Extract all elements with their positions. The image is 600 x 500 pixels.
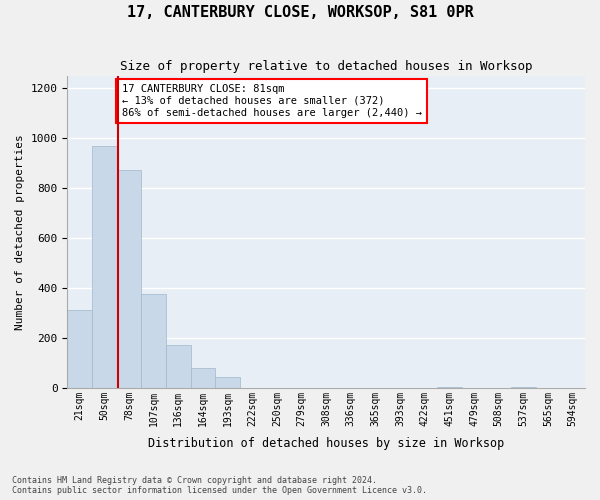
Bar: [92, 146, 116, 388]
Y-axis label: Number of detached properties: Number of detached properties: [15, 134, 25, 330]
Title: Size of property relative to detached houses in Worksop: Size of property relative to detached ho…: [120, 60, 532, 73]
Bar: [191, 368, 215, 388]
X-axis label: Distribution of detached houses by size in Worksop: Distribution of detached houses by size …: [148, 437, 504, 450]
Text: 17 CANTERBURY CLOSE: 81sqm
← 13% of detached houses are smaller (372)
86% of sem: 17 CANTERBURY CLOSE: 81sqm ← 13% of deta…: [122, 84, 422, 117]
Bar: [141, 294, 166, 388]
Bar: [437, 386, 462, 388]
Text: 17, CANTERBURY CLOSE, WORKSOP, S81 0PR: 17, CANTERBURY CLOSE, WORKSOP, S81 0PR: [127, 5, 473, 20]
Bar: [511, 386, 536, 388]
Bar: [116, 170, 141, 388]
Bar: [215, 376, 240, 388]
Bar: [67, 310, 92, 388]
Bar: [166, 346, 191, 388]
Text: Contains HM Land Registry data © Crown copyright and database right 2024.
Contai: Contains HM Land Registry data © Crown c…: [12, 476, 427, 495]
